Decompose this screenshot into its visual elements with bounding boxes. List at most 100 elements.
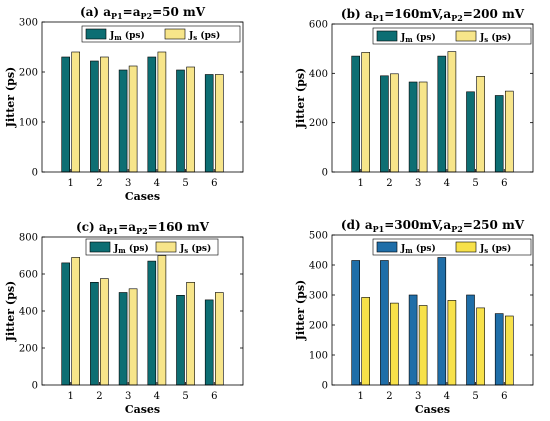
- bar-s-case-1: [71, 51, 80, 173]
- legend-swatch-s: [455, 30, 477, 42]
- bar-s-case-6: [215, 292, 224, 386]
- y-tick-label: 800: [19, 233, 38, 244]
- legend-box: [81, 25, 241, 43]
- x-tick-label: 2: [386, 391, 392, 402]
- legend-box: [85, 238, 219, 256]
- y-axis-label: Jitter (ps): [294, 280, 307, 341]
- plot-frame: [331, 23, 534, 173]
- legend: Jm (ps) Js (ps): [372, 238, 532, 256]
- legend-label-s: Js (ps): [479, 32, 511, 44]
- x-tick-label: 3: [415, 391, 421, 402]
- plot-frame: [41, 21, 244, 173]
- y-tick-label: 200: [19, 344, 38, 355]
- y-tick-label: 300: [19, 18, 38, 29]
- legend-label-m: Jm (ps): [400, 32, 436, 44]
- y-tick-label: 0: [322, 381, 328, 392]
- bar-s-case-1: [361, 52, 371, 173]
- y-tick-label: 400: [19, 307, 38, 318]
- legend-label-s: Js (ps): [179, 243, 211, 255]
- x-tick-label: 3: [125, 391, 131, 402]
- chart-panel-3: (c) aP1=aP2=160 mV 0 200 400 600 800 1 2 3 4 5 6 Cas…: [4, 220, 244, 416]
- legend-box: [372, 238, 532, 256]
- x-tick-label: 5: [182, 391, 188, 402]
- bar-m-case-4: [437, 257, 447, 386]
- bar-m-case-2: [90, 281, 99, 386]
- y-tick-label: 0: [32, 381, 38, 392]
- x-tick-label: 1: [68, 178, 74, 189]
- legend-label-s: Js (ps): [188, 30, 220, 42]
- y-tick-label: 0: [32, 168, 38, 179]
- x-axis-label: Cases: [125, 403, 160, 416]
- x-axis-label: Cases: [125, 190, 160, 203]
- y-tick-label: 200: [309, 118, 328, 129]
- legend: Jm (ps) Js (ps): [372, 27, 532, 45]
- bar-m-case-6: [204, 299, 214, 386]
- bar-m-case-6: [204, 74, 214, 173]
- y-axis-label: Jitter (ps): [4, 281, 17, 342]
- x-tick-label: 4: [444, 391, 450, 402]
- bar-s-case-2: [100, 56, 109, 173]
- legend-box: [372, 27, 532, 45]
- bar-m-case-6: [494, 313, 504, 386]
- bar-m-case-6: [494, 95, 504, 173]
- bar-s-case-1: [361, 297, 371, 386]
- x-tick-label: 5: [472, 391, 478, 402]
- chart-title: (c) aP1=aP2=160 mV: [76, 220, 210, 236]
- bar-s-case-2: [390, 73, 399, 173]
- y-tick-label: 200: [19, 68, 38, 79]
- bar-m-case-2: [380, 75, 389, 173]
- x-tick-label: 4: [154, 391, 160, 402]
- bar-m-case-3: [118, 292, 128, 386]
- bar-s-case-4: [157, 51, 167, 173]
- x-tick-label: 4: [444, 178, 450, 189]
- bar-s-case-5: [476, 307, 485, 386]
- legend-swatch-m: [376, 241, 398, 253]
- bar-m-case-1: [351, 55, 361, 173]
- bar-s-case-3: [418, 81, 428, 173]
- y-tick-label: 0: [322, 168, 328, 179]
- legend: Jm (ps) Js (ps): [81, 25, 241, 43]
- legend-swatch-s: [164, 28, 186, 40]
- legend-swatch-s: [155, 241, 177, 253]
- bar-m-case-2: [90, 60, 99, 173]
- bar-m-case-3: [408, 81, 418, 173]
- x-tick-label: 6: [501, 391, 507, 402]
- y-tick-label: 500: [309, 231, 328, 242]
- bar-s-case-6: [504, 90, 514, 173]
- chart-title: (d) aP1=300mV,aP2=250 mV: [341, 218, 525, 234]
- plot-frame: [331, 234, 534, 386]
- legend-label-m: Jm (ps): [109, 30, 145, 42]
- bar-s-case-6: [215, 74, 224, 173]
- chart-panel-4: (d) aP1=300mV,aP2=250 mV 0 100 200 300 400 500…: [294, 218, 534, 416]
- x-tick-label: 3: [415, 178, 421, 189]
- y-tick-label: 300: [309, 291, 328, 302]
- bar-s-case-2: [390, 302, 399, 386]
- legend-label-m: Jm (ps): [113, 243, 149, 255]
- x-tick-label: 3: [125, 178, 131, 189]
- chart-title: (b) aP1=160mV,aP2=200 mV: [341, 7, 525, 23]
- legend-swatch-m: [89, 241, 111, 253]
- legend-label-s: Js (ps): [479, 243, 511, 255]
- bar-s-case-3: [128, 65, 138, 173]
- x-tick-label: 5: [182, 178, 188, 189]
- x-tick-label: 2: [96, 391, 102, 402]
- y-tick-label: 100: [309, 351, 328, 362]
- legend: Jm (ps) Js (ps): [85, 238, 219, 256]
- bar-m-case-4: [437, 55, 447, 173]
- x-tick-label: 6: [211, 178, 217, 189]
- bar-s-case-3: [128, 288, 138, 386]
- bar-s-case-4: [157, 255, 167, 386]
- bar-m-case-3: [408, 294, 418, 386]
- chart-title: (a) aP1=aP2=50 mV: [80, 5, 206, 21]
- chart-panel-2: (b) aP1=160mV,aP2=200 mV 0 200 400 600 1 2 3 4 5 6…: [294, 7, 534, 189]
- y-axis-label: Jitter (ps): [294, 68, 307, 129]
- x-tick-label: 2: [96, 178, 102, 189]
- bar-m-case-1: [61, 262, 71, 386]
- bar-m-case-1: [351, 260, 361, 386]
- y-tick-label: 600: [19, 270, 38, 281]
- x-tick-label: 6: [211, 391, 217, 402]
- bar-s-case-4: [447, 51, 457, 173]
- bar-s-case-1: [71, 257, 80, 386]
- y-axis-label: Jitter (ps): [4, 67, 17, 128]
- x-tick-label: 4: [154, 178, 160, 189]
